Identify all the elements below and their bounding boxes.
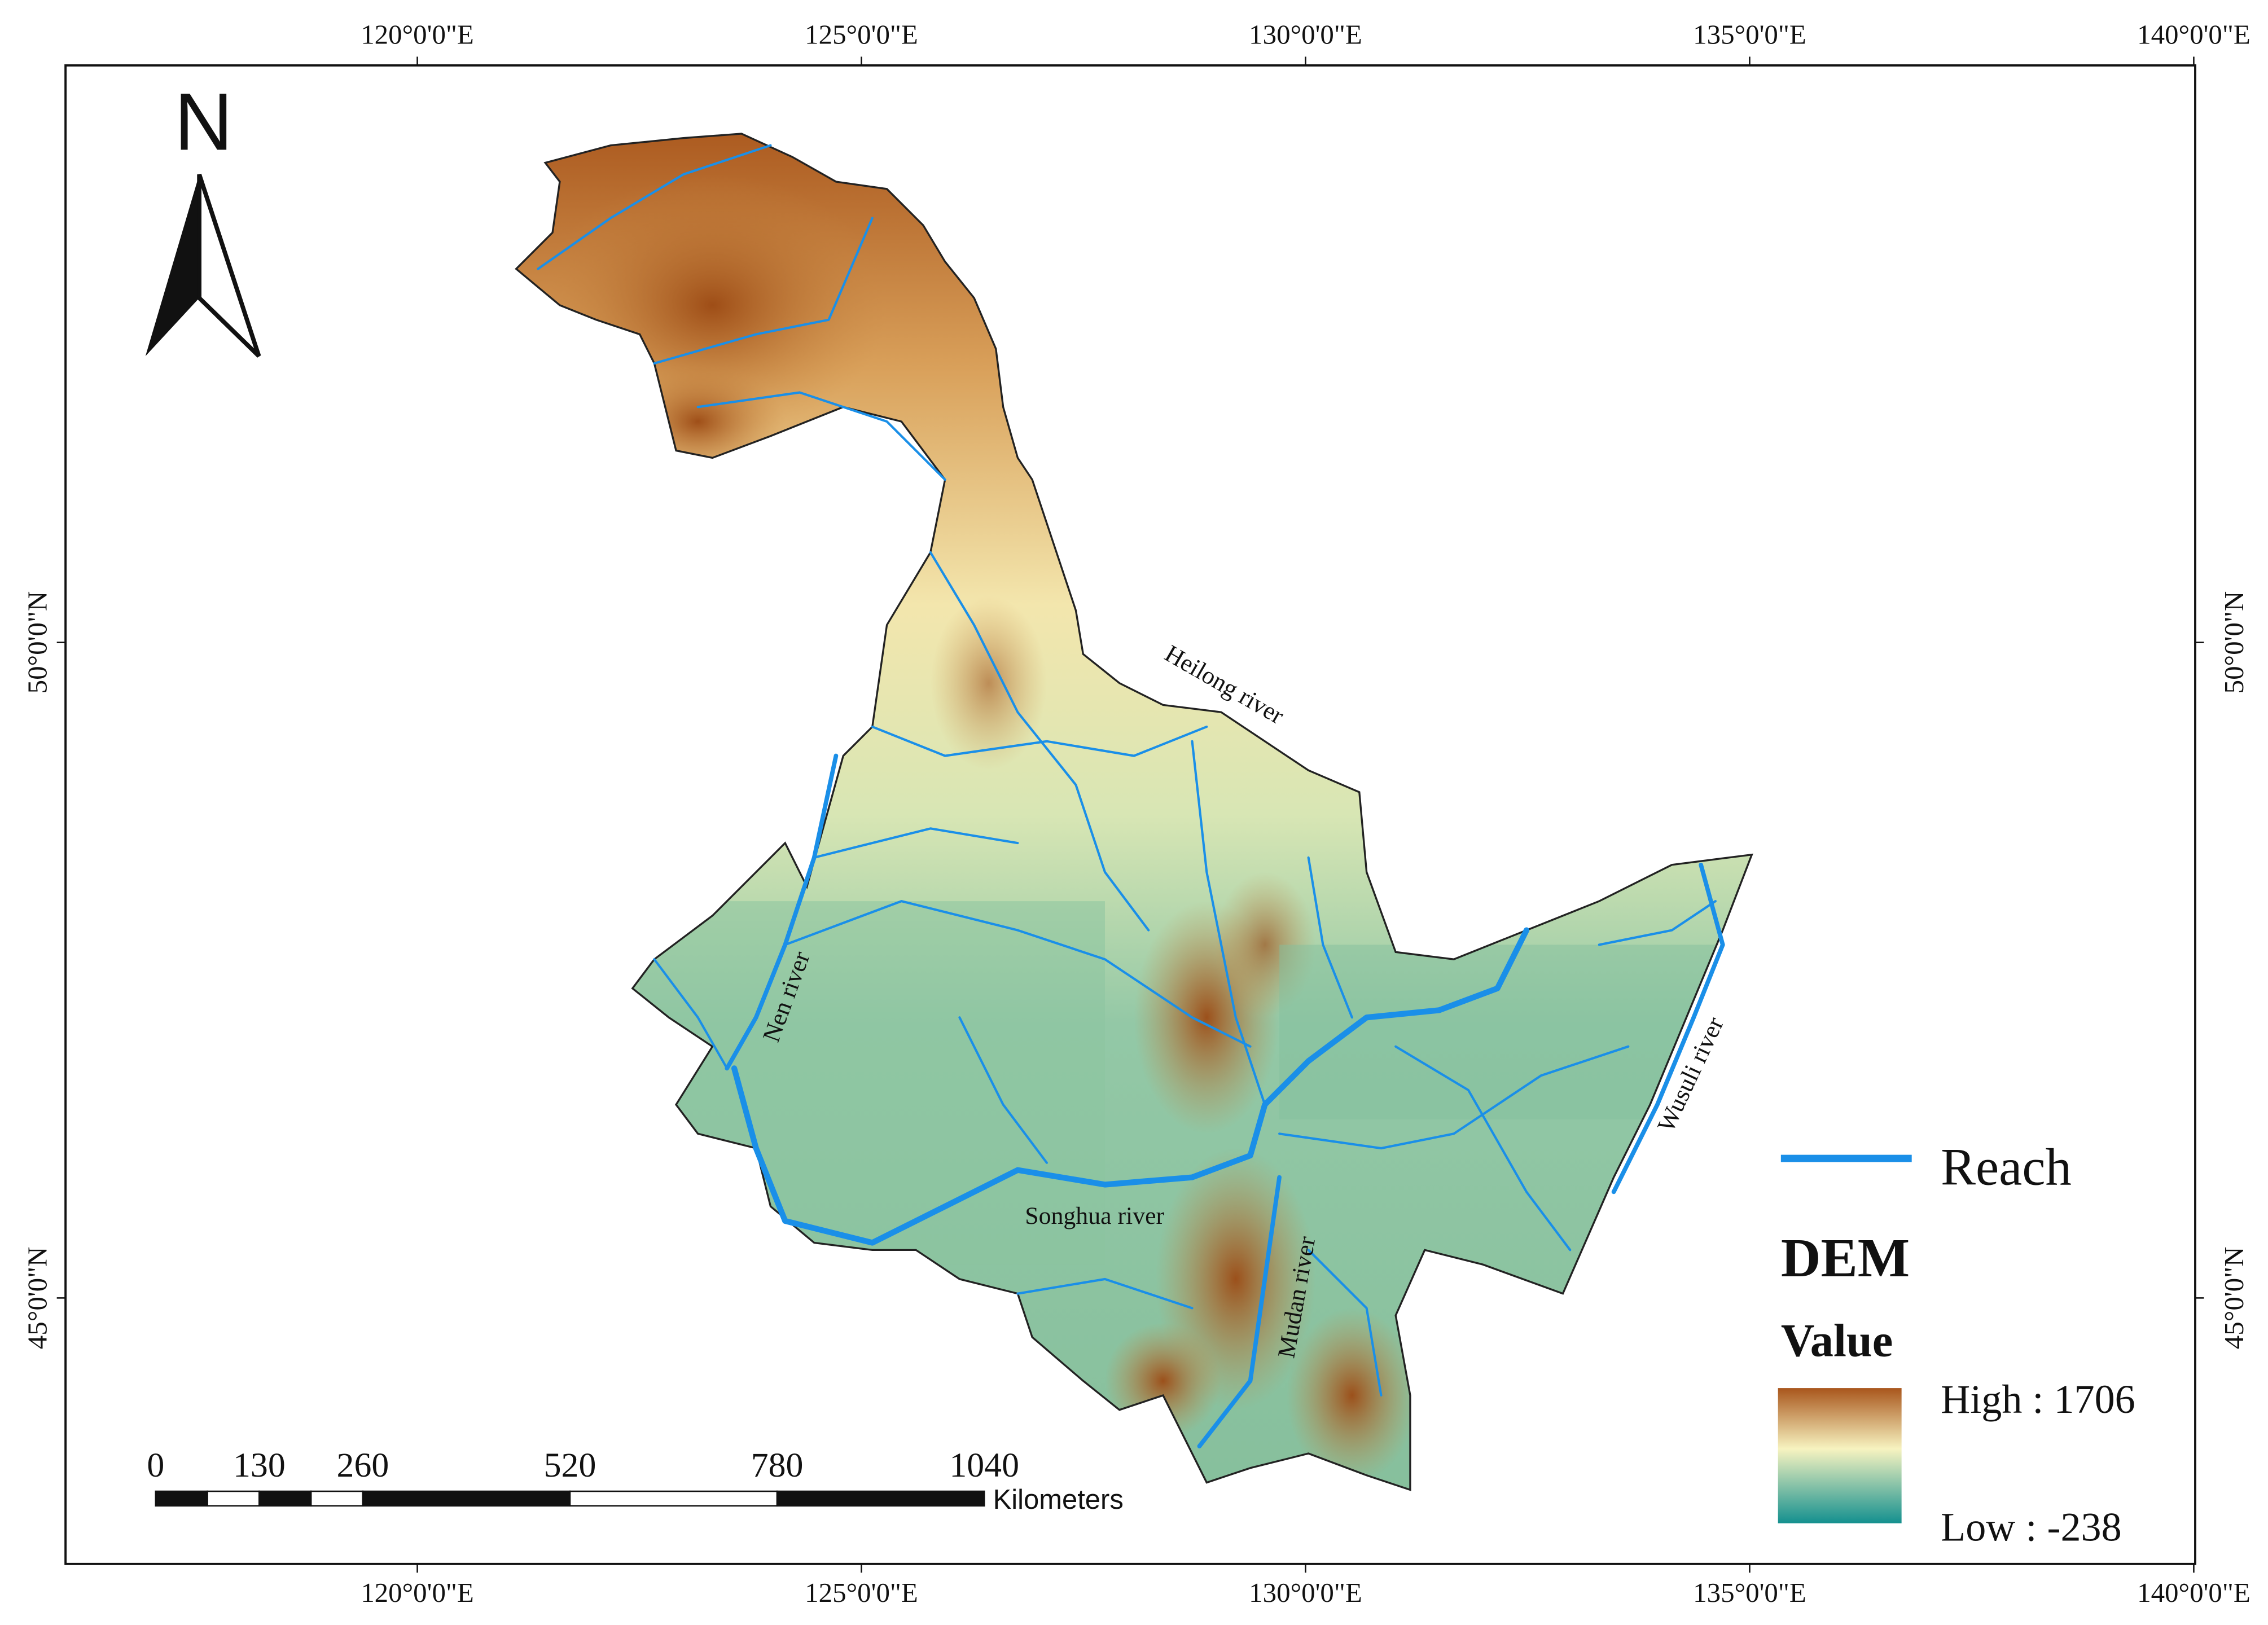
- scale-segment: [776, 1490, 985, 1507]
- scale-unit: Kilometers: [993, 1485, 1124, 1515]
- legend-subtitle: Value: [1781, 1315, 1893, 1366]
- lon-label: 125°0'0"E: [805, 19, 918, 50]
- scale-segment: [310, 1490, 364, 1507]
- lat-label: 45°0'0"N: [2218, 1247, 2249, 1350]
- scale-label: 130: [233, 1446, 286, 1485]
- scale-label: 780: [751, 1446, 804, 1485]
- scale-segment: [362, 1490, 571, 1507]
- songhua-river: [731, 927, 1530, 1246]
- scale-segment: [207, 1490, 260, 1507]
- lon-label: 135°0'0"E: [1693, 19, 1806, 50]
- scale-segment: [569, 1490, 778, 1507]
- legend-reach: Reach: [1941, 1138, 2072, 1196]
- lon-label: 125°0'0"E: [805, 1577, 918, 1608]
- scale-label: 1040: [949, 1446, 1019, 1485]
- lat-label: 50°0'0"N: [22, 591, 53, 694]
- lon-label: 120°0'0"E: [361, 19, 474, 50]
- legend: Reach DEM Value High : 1706 Low : -238: [1778, 1138, 2135, 1550]
- legend-title: DEM: [1781, 1228, 1910, 1289]
- lon-label: 135°0'0"E: [1693, 1577, 1806, 1608]
- scale-label: 0: [147, 1446, 164, 1485]
- graticule: 120°0'0"E 120°0'0"E 125°0'0"E 125°0'0"E 130°…: [22, 19, 2251, 1608]
- lat-label: 50°0'0"N: [2218, 591, 2249, 694]
- legend-high: High : 1706: [1941, 1377, 2135, 1422]
- scale-label: 520: [544, 1446, 596, 1485]
- wusuli-river: [1611, 862, 1725, 1194]
- scale-label: 260: [337, 1446, 389, 1485]
- lon-label: 130°0'0"E: [1249, 19, 1362, 50]
- rivers: [537, 144, 1725, 1449]
- lat-label: 45°0'0"N: [22, 1247, 53, 1350]
- lon-label: 140°0'0"E: [2137, 1577, 2251, 1608]
- legend-gradient: [1778, 1388, 1902, 1523]
- lon-label: 120°0'0"E: [361, 1577, 474, 1608]
- north-label: N: [174, 76, 233, 167]
- scale-segment: [258, 1490, 312, 1507]
- river-label: Songhua river: [1025, 1202, 1164, 1229]
- lon-label: 140°0'0"E: [2137, 19, 2251, 50]
- scale-segment: [155, 1490, 208, 1507]
- mudan-river: [1197, 1175, 1282, 1449]
- lon-label: 130°0'0"E: [1249, 1577, 1362, 1608]
- legend-low: Low : -238: [1941, 1505, 2121, 1550]
